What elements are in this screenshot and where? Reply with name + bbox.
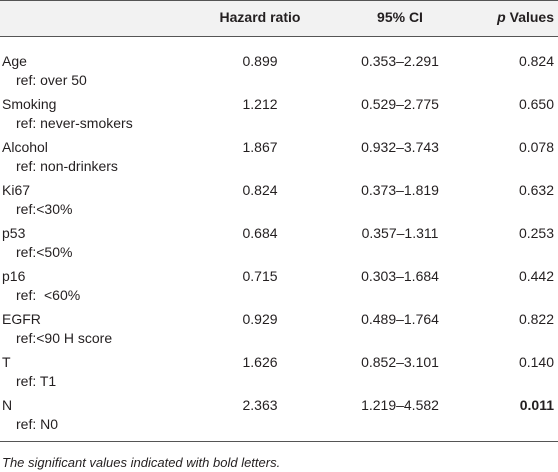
row-hazard-ratio: 1.212	[242, 96, 278, 112]
footnote: The significant values indicated with bo…	[2, 455, 281, 470]
row-reference: ref:<30%	[16, 201, 73, 217]
row-variable: Alcohol	[2, 139, 48, 155]
row-variable: p16	[2, 268, 26, 284]
header-hazard-ratio: Hazard ratio	[219, 9, 301, 25]
row-ci: 0.353–2.291	[361, 53, 439, 69]
row-variable: N	[2, 397, 13, 413]
row-ci: 0.529–2.775	[361, 96, 439, 112]
row-hazard-ratio: 0.824	[242, 182, 278, 198]
row-variable: T	[2, 354, 11, 370]
row-hazard-ratio: 2.363	[242, 397, 278, 413]
row-variable: Ki67	[2, 182, 31, 198]
row-p-value: 0.140	[518, 354, 554, 370]
header-p-rest: Values	[509, 9, 554, 25]
row-variable: Smoking	[2, 96, 57, 112]
row-hazard-ratio: 1.626	[242, 354, 278, 370]
row-variable: Age	[2, 53, 27, 69]
row-reference: ref: over 50	[16, 72, 87, 88]
row-p-value: 0.011	[519, 397, 554, 413]
row-p-value: 0.824	[518, 53, 554, 69]
row-p-value: 0.822	[518, 311, 554, 327]
row-hazard-ratio: 0.899	[242, 53, 278, 69]
row-reference: ref:<90 H score	[16, 330, 113, 346]
row-ci: 0.303–1.684	[361, 268, 439, 284]
row-ci: 0.373–1.819	[361, 182, 439, 198]
header-ci: 95% CI	[377, 9, 423, 25]
row-p-value: 0.650	[518, 96, 554, 112]
row-ci: 1.219–4.582	[361, 397, 439, 413]
row-p-value: 0.632	[518, 182, 554, 198]
row-p-value: 0.442	[518, 268, 554, 284]
row-hazard-ratio: 1.867	[242, 139, 278, 155]
row-reference: ref: non-drinkers	[16, 158, 118, 174]
row-ci: 0.932–3.743	[361, 139, 439, 155]
row-reference: ref: never-smokers	[16, 115, 133, 131]
row-variable: p53	[2, 225, 26, 241]
row-hazard-ratio: 0.715	[242, 268, 278, 284]
row-reference: ref: <60%	[16, 287, 81, 303]
row-reference: ref: T1	[16, 373, 57, 389]
row-variable: EGFR	[2, 311, 41, 327]
row-hazard-ratio: 0.684	[242, 225, 278, 241]
header-p-italic: p	[497, 9, 506, 25]
row-p-value: 0.078	[518, 139, 554, 155]
header-p-values: p Values	[497, 8, 554, 26]
bottom-rule	[0, 441, 558, 442]
row-ci: 0.357–1.311	[361, 225, 439, 241]
header-band	[0, 0, 558, 37]
row-ci: 0.489–1.764	[361, 311, 439, 327]
row-hazard-ratio: 0.929	[242, 311, 278, 327]
row-p-value: 0.253	[518, 225, 554, 241]
row-reference: ref:<50%	[16, 244, 73, 260]
row-reference: ref: N0	[16, 416, 59, 432]
row-ci: 0.852–3.101	[361, 354, 439, 370]
